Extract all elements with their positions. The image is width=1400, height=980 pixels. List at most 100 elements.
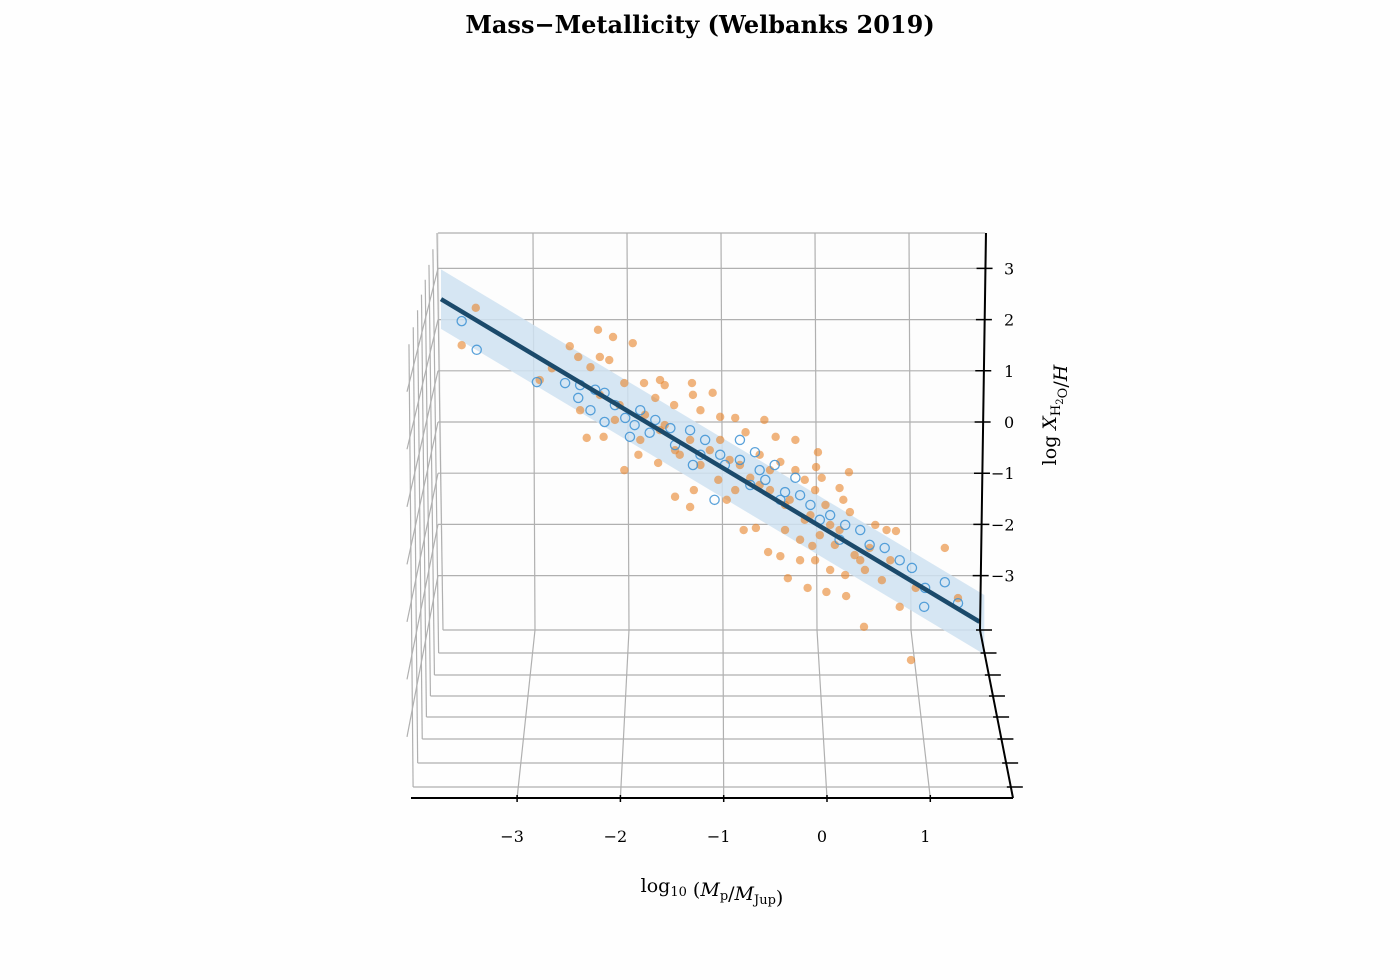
data-point-blue xyxy=(854,524,866,536)
data-point-orange xyxy=(640,410,650,420)
data-point-orange xyxy=(731,413,740,423)
data-point-blue xyxy=(456,315,467,327)
data-point-blue xyxy=(650,414,661,426)
left-wall-grid-line-z xyxy=(406,319,439,450)
data-point-orange xyxy=(803,583,812,593)
data-point-orange xyxy=(859,622,869,631)
data-point-blue xyxy=(599,416,610,428)
data-point-orange xyxy=(655,375,665,385)
data-point-orange xyxy=(780,525,790,535)
data-point-blue xyxy=(644,427,655,439)
data-point-orange xyxy=(760,415,769,425)
data-point-blue xyxy=(734,434,746,446)
data-point-orange xyxy=(636,435,645,445)
data-point-orange xyxy=(763,547,773,557)
label-part: Jup xyxy=(752,893,776,908)
label-part: H xyxy=(1050,364,1072,382)
data-point-orange xyxy=(634,450,643,459)
data-point-blue xyxy=(734,454,746,466)
x-grid-line xyxy=(814,232,828,799)
x-tick-label: 0 xyxy=(817,827,827,846)
data-point-blue xyxy=(824,509,836,521)
scatter-points xyxy=(456,303,964,665)
data-point-orange xyxy=(739,525,748,535)
data-point-orange xyxy=(755,450,764,459)
data-point-blue xyxy=(906,562,918,574)
z-axis-label: log XH2O/H xyxy=(1039,364,1072,465)
data-point-orange xyxy=(715,435,725,445)
data-point-orange xyxy=(653,458,663,468)
z-tick-label: 1 xyxy=(1004,362,1014,381)
data-point-blue xyxy=(714,449,726,461)
data-point-blue xyxy=(629,419,640,431)
data-point-orange xyxy=(850,550,859,560)
left-wall-grid-line xyxy=(428,264,436,676)
data-point-orange xyxy=(765,465,775,475)
data-point-blue xyxy=(790,472,801,484)
label-part: ) xyxy=(776,887,783,909)
label-part: log xyxy=(1039,430,1061,466)
x-grid-line xyxy=(720,232,725,799)
data-point-blue xyxy=(939,577,951,588)
data-point-orange xyxy=(565,342,574,351)
data-point-orange xyxy=(696,406,705,415)
data-point-blue xyxy=(918,601,930,613)
label-part: / xyxy=(1050,381,1072,388)
data-point-orange xyxy=(810,485,820,495)
data-point-orange xyxy=(825,565,835,575)
data-point-blue xyxy=(769,459,780,471)
data-point-orange xyxy=(582,433,591,443)
data-point-blue xyxy=(635,404,646,416)
data-point-orange xyxy=(795,535,805,544)
z-tick-label: −2 xyxy=(991,515,1015,534)
left-wall-grid-line xyxy=(420,294,428,718)
data-point-orange xyxy=(871,520,880,530)
data-point-orange xyxy=(628,338,637,348)
data-point-orange xyxy=(891,526,901,536)
data-point-orange xyxy=(725,455,734,465)
label-part: p xyxy=(720,889,728,904)
tick-labels: −3 −2 −1 0 1 3 2 1 0 −1 −2 −3 xyxy=(500,259,1014,846)
data-point-orange xyxy=(714,475,723,485)
left-wall-grid-line xyxy=(412,327,419,764)
data-point-orange xyxy=(841,591,851,601)
data-point-blue xyxy=(572,392,584,404)
data-point-orange xyxy=(839,495,848,505)
data-point-orange xyxy=(687,378,697,388)
data-point-orange xyxy=(882,525,891,535)
data-point-blue xyxy=(779,486,791,498)
data-point-orange xyxy=(817,473,826,483)
data-point-orange xyxy=(599,432,608,442)
data-point-orange xyxy=(708,388,717,398)
data-point-orange xyxy=(795,556,805,565)
data-point-blue xyxy=(754,464,765,476)
data-point-orange xyxy=(651,393,660,403)
z-tick-label: −1 xyxy=(991,464,1015,483)
data-point-orange xyxy=(575,406,585,415)
data-point-orange xyxy=(841,570,850,580)
data-point-blue xyxy=(749,446,761,458)
data-point-orange xyxy=(689,485,699,495)
data-point-orange xyxy=(574,352,583,362)
z-tick-label: 2 xyxy=(1004,311,1014,330)
data-point-blue xyxy=(709,494,720,506)
data-point-orange xyxy=(822,587,831,597)
data-point-orange xyxy=(808,541,817,551)
data-point-orange xyxy=(688,390,698,400)
z-tick-label: −3 xyxy=(991,567,1015,586)
data-point-orange xyxy=(705,445,715,455)
data-point-blue xyxy=(687,459,699,471)
label-part: 2 xyxy=(1055,398,1066,404)
x-tick-label: −3 xyxy=(500,827,524,846)
fit-line xyxy=(439,297,981,624)
x-tick-label: −2 xyxy=(604,827,628,846)
data-point-orange xyxy=(746,473,755,483)
label-part: M xyxy=(699,879,720,901)
data-point-blue xyxy=(760,474,771,486)
data-point-orange xyxy=(860,565,870,575)
data-point-orange xyxy=(845,507,855,517)
data-point-orange xyxy=(765,485,775,495)
data-point-blue xyxy=(684,424,696,436)
data-point-orange xyxy=(620,465,629,475)
